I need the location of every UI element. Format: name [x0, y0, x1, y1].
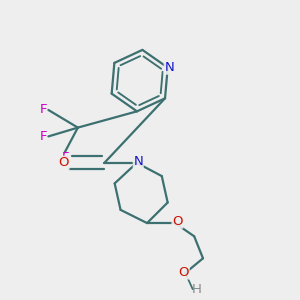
- Text: H: H: [192, 283, 202, 296]
- Text: F: F: [61, 152, 69, 164]
- Text: F: F: [39, 103, 47, 116]
- Text: O: O: [172, 215, 183, 228]
- Text: N: N: [133, 155, 143, 168]
- Text: O: O: [58, 156, 69, 170]
- Text: F: F: [39, 130, 47, 143]
- Text: N: N: [164, 61, 174, 74]
- Text: O: O: [178, 266, 189, 279]
